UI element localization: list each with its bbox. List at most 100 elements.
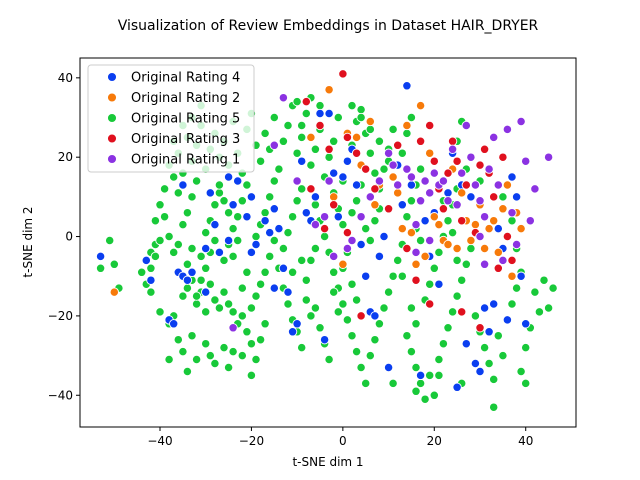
data-point xyxy=(265,192,275,202)
data-point xyxy=(370,335,380,345)
data-point xyxy=(475,323,485,333)
data-point xyxy=(324,144,334,154)
data-point xyxy=(365,124,375,135)
x-tick-label: −20 xyxy=(239,434,264,448)
data-point xyxy=(329,200,339,210)
data-point xyxy=(502,315,513,325)
data-point xyxy=(425,299,435,309)
data-point xyxy=(470,219,481,230)
data-point xyxy=(283,299,293,309)
data-point xyxy=(255,335,266,345)
data-point xyxy=(383,362,394,373)
data-point xyxy=(411,319,421,329)
data-point xyxy=(498,255,508,266)
data-point xyxy=(269,204,279,214)
data-point xyxy=(182,366,193,377)
data-point xyxy=(173,188,183,198)
data-point xyxy=(329,267,339,277)
data-point xyxy=(155,200,165,210)
data-point xyxy=(301,275,311,285)
data-point xyxy=(511,239,522,250)
data-point xyxy=(265,227,275,238)
data-point xyxy=(155,235,165,246)
data-point xyxy=(251,354,261,365)
data-point xyxy=(105,235,115,246)
data-point xyxy=(201,287,211,297)
data-point xyxy=(415,196,426,206)
data-point xyxy=(438,176,449,186)
data-point xyxy=(361,271,371,281)
data-point xyxy=(425,120,435,131)
data-point xyxy=(397,271,407,281)
data-point xyxy=(187,243,197,254)
data-point xyxy=(150,216,161,226)
data-point xyxy=(278,263,289,273)
data-point xyxy=(210,295,220,305)
data-point xyxy=(429,156,439,166)
data-point xyxy=(342,315,353,325)
data-point xyxy=(530,184,540,194)
data-point xyxy=(297,132,307,143)
data-point xyxy=(237,283,247,293)
data-point xyxy=(429,212,439,222)
data-point xyxy=(429,263,439,273)
data-point xyxy=(402,243,412,254)
data-point xyxy=(292,319,302,329)
data-point xyxy=(393,140,403,150)
data-point xyxy=(223,208,234,218)
y-tick-label: −20 xyxy=(48,309,73,323)
data-point xyxy=(402,128,412,139)
data-point xyxy=(479,144,490,154)
data-point xyxy=(521,342,531,353)
data-point xyxy=(466,192,476,202)
data-point xyxy=(333,307,343,317)
data-point xyxy=(315,120,325,131)
data-point xyxy=(219,255,229,266)
data-point xyxy=(447,227,458,238)
data-point xyxy=(511,283,522,293)
data-point xyxy=(246,192,257,202)
data-point xyxy=(493,180,503,190)
data-point xyxy=(406,196,417,206)
data-point xyxy=(228,200,238,210)
data-point xyxy=(159,184,170,194)
data-point xyxy=(425,370,435,381)
data-point xyxy=(214,180,225,190)
data-point xyxy=(155,307,165,317)
data-point xyxy=(292,196,302,206)
data-point xyxy=(223,172,234,182)
data-point xyxy=(470,358,481,369)
data-point xyxy=(457,188,467,198)
data-point xyxy=(415,370,426,381)
data-point xyxy=(415,100,426,111)
data-point xyxy=(169,247,179,258)
data-point xyxy=(502,180,513,190)
data-point xyxy=(95,251,106,262)
y-axis: −40 −20 0 20 40 xyxy=(48,71,80,402)
data-point xyxy=(228,323,238,333)
data-point xyxy=(402,120,412,131)
data-point xyxy=(246,370,257,381)
data-point xyxy=(146,287,156,297)
data-point xyxy=(493,247,503,258)
data-point xyxy=(361,378,371,389)
data-point xyxy=(233,212,243,222)
data-point xyxy=(338,172,348,182)
data-point xyxy=(534,307,545,317)
data-point xyxy=(205,350,215,361)
data-point xyxy=(388,160,398,170)
data-point xyxy=(205,188,215,198)
data-point xyxy=(393,180,403,190)
data-point xyxy=(283,120,293,131)
data-point xyxy=(210,219,220,230)
data-point xyxy=(329,136,339,146)
data-point xyxy=(356,104,366,115)
x-tick-label: −40 xyxy=(147,434,172,448)
data-point xyxy=(347,279,357,289)
data-point xyxy=(324,354,334,365)
data-point xyxy=(425,235,435,246)
data-point xyxy=(374,176,385,186)
data-point xyxy=(150,251,161,262)
data-point xyxy=(438,339,449,349)
data-point xyxy=(493,263,503,273)
